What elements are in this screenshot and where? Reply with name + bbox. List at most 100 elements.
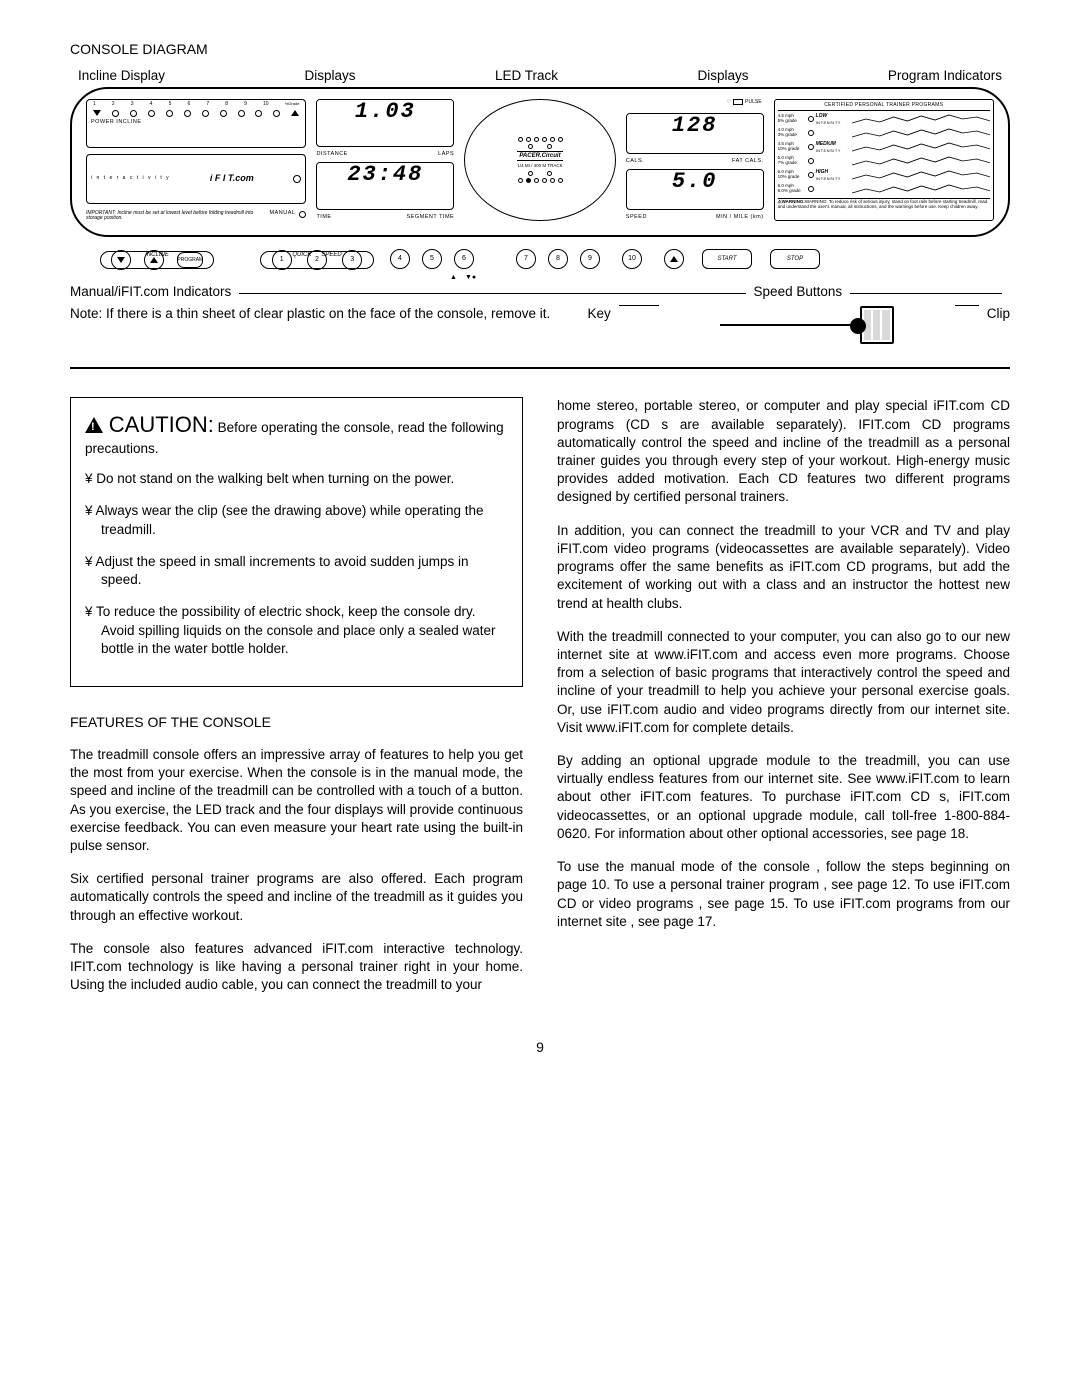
below-labels-row: Manual/iFIT.com Indicators Speed Buttons [70,283,1010,301]
right-display-panel: ♡ PULSE 128 CALS. FAT CALS. 5.0 SPEED MI… [626,99,764,221]
ifit-logo: i F I T.com [210,174,254,184]
caution-heading: CAUTION: Before operating the console, r… [85,410,508,458]
incline-caption: INCLINE [101,251,213,259]
cals-display: 128 [626,113,764,154]
caution-item: To reduce the possibility of electric sh… [85,603,508,658]
ifit-led-icon [293,175,301,183]
caution-item: Always wear the clip (see the drawing ab… [85,502,508,538]
body-paragraph: To use the manual mode of the console , … [557,858,1010,931]
program-row: 6.0 mph10% gradeHIGHINTENSITY [778,168,990,182]
speed-display: 5.0 [626,169,764,210]
led-track-panel: PACER.Circuit 1/4 MI / 400 M TRACK [464,99,616,221]
caution-title: CAUTION: [109,412,214,437]
pacer-brand: PACER.Circuit [517,151,562,161]
stop-button[interactable]: STOP [770,249,820,269]
laps-label: LAPS [438,151,454,158]
clip-icon [860,306,894,344]
programs-warning: ⚠WARNING:WARNING: To reduce risk of seri… [778,198,990,209]
fat-cals-label: FAT CALS. [732,158,764,165]
programs-warning-text: WARNING: To reduce risk of serious injur… [778,199,988,209]
start-button[interactable]: START [702,249,752,269]
body-paragraph: With the treadmill connected to your com… [557,628,1010,737]
power-incline-label: POWER INCLINE [91,119,301,125]
body-paragraph: The treadmill console offers an impressi… [70,746,523,855]
time-display: 23:48 [316,162,454,210]
caution-item: Do not stand on the walking belt when tu… [85,470,508,488]
label-displays-1: Displays [305,67,356,85]
key-icon [720,324,860,326]
warning-triangle-icon [85,417,103,433]
key-diagram [667,305,947,345]
left-column: CAUTION: Before operating the console, r… [70,397,523,1009]
two-column-body: CAUTION: Before operating the console, r… [70,397,1010,1009]
distance-value: 1.03 [317,100,453,124]
left-display-panel: 1.03 DISTANCE LAPS 23:48 TIME SEGMENT TI… [316,99,454,221]
minmile-label: MIN / MILE (km) [716,214,764,221]
console-note: Note: If there is a thin sheet of clear … [70,305,579,323]
program-row: 5.0 mph7% grade [778,154,990,168]
console-top-labels: Incline Display Displays LED Track Displ… [78,67,1002,85]
caution-box: CAUTION: Before operating the console, r… [70,397,523,687]
page-number: 9 [70,1038,1010,1057]
incline-scale-box: 12345678910%Grade POWER INCLINE [86,99,306,148]
track-sublabel: 1/4 MI / 400 M TRACK [517,163,562,169]
label-led-track: LED Track [495,67,558,85]
pulse-label: PULSE [745,99,761,106]
console-outline: 12345678910%Grade POWER INCLINE i n t e … [70,87,1010,237]
speed-4-button[interactable]: 4 [390,249,410,269]
distance-label: DISTANCE [316,151,347,158]
divider [70,367,1010,369]
clip-label: Clip [987,305,1010,323]
interactivity-dots: i n t e r a c t i v i t y [91,176,170,182]
speed-8-button[interactable]: 8 [548,249,568,269]
incline-panel: 12345678910%Grade POWER INCLINE i n t e … [86,99,306,221]
heart-icon: ♡ [727,99,731,106]
incline-important-note: IMPORTANT: Incline must be set at lowest… [86,210,266,222]
manual-ifit-indicators-label: Manual/iFIT.com Indicators [70,283,231,301]
speed-10-button[interactable]: 10 [622,249,642,269]
ifit-box: i n t e r a c t i v i t y i F I T.com [86,154,306,203]
speed-6-button[interactable]: 6 [454,249,474,269]
manual-led-icon [299,211,306,218]
body-paragraph: home stereo, portable stereo, or compute… [557,397,1010,506]
incline-buttons-group: INCLINE PROGRAM [100,251,214,269]
caution-item: Adjust the speed in small increments to … [85,553,508,589]
speed-value: 5.0 [627,170,763,194]
body-paragraph: Six certified personal trainer programs … [70,870,523,925]
body-paragraph: By adding an optional upgrade module to … [557,752,1010,843]
quick-speed-group: QUICK SPEED 1 2 3 [260,251,374,269]
program-row: 4.5 mph10% gradeMEDIUMINTENSITY [778,140,990,154]
programs-box: CERTIFIED PERSONAL TRAINER PROGRAMS 4.5 … [774,99,994,221]
speed-label: SPEED [626,214,647,221]
time-value: 23:48 [317,163,453,187]
label-program-indicators: Program Indicators [888,67,1002,85]
programs-panel: CERTIFIED PERSONAL TRAINER PROGRAMS 4.5 … [774,99,994,221]
speed-5-button[interactable]: 5 [422,249,442,269]
label-displays-2: Displays [697,67,748,85]
right-column: home stereo, portable stereo, or compute… [557,397,1010,1009]
manual-label: MANUAL [270,210,296,217]
cals-value: 128 [627,114,763,138]
section-title: CONSOLE DIAGRAM [70,40,1010,59]
body-paragraph: The console also features advanced iFIT.… [70,940,523,995]
incline-dots-row1 [91,108,301,119]
body-paragraph: In addition, you can connect the treadmi… [557,522,1010,613]
caution-list: Do not stand on the walking belt when tu… [85,470,508,658]
speed-9-button[interactable]: 9 [580,249,600,269]
speed-7-button[interactable]: 7 [516,249,536,269]
distance-display: 1.03 [316,99,454,147]
speed-buttons-label: Speed Buttons [754,283,843,301]
program-row: 4.5 mph5% gradeLOWINTENSITY [778,112,990,126]
key-label: Key [587,305,610,323]
program-row: 6.0 mph6.0% grade [778,182,990,196]
speed-arrows-icon: ▲▼● [450,273,476,282]
led-track-oval: PACER.Circuit 1/4 MI / 400 M TRACK [464,99,616,221]
grip-icon [733,99,743,105]
cals-label: CALS. [626,158,644,165]
speed-up-button[interactable] [664,249,684,269]
time-label: TIME [316,214,331,221]
console-buttons-row: INCLINE PROGRAM QUICK SPEED 1 2 3 4 5 6 … [70,241,1010,277]
program-row: 4.0 mph3% grade [778,126,990,140]
programs-title: CERTIFIED PERSONAL TRAINER PROGRAMS [778,102,990,111]
features-title: FEATURES OF THE CONSOLE [70,713,523,732]
